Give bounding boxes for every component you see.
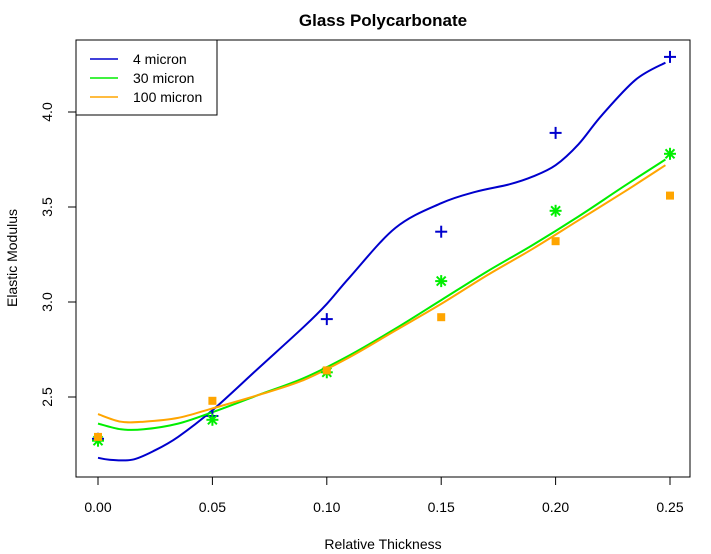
- data-point-30-micron: [435, 275, 448, 288]
- series-line-30-micron: [97, 158, 666, 432]
- series-line-100-micron: [97, 164, 666, 424]
- x-axis-label: Relative Thickness: [324, 536, 441, 552]
- y-axis-label: Elastic Modulus: [4, 209, 20, 307]
- chart-title: Glass Polycarbonate: [299, 11, 467, 30]
- x-tick-label: 0.15: [428, 499, 455, 515]
- legend: 4 micron 30 micron 100 micron: [75, 39, 218, 116]
- x-tick-label: 0.25: [656, 499, 683, 515]
- legend-label-100-micron: 100 micron: [133, 89, 202, 105]
- y-tick-label: 2.5: [39, 387, 55, 407]
- x-tick-label: 0.00: [84, 499, 111, 515]
- x-tick-label: 0.20: [542, 499, 569, 515]
- data-point-4-micron: [549, 126, 562, 139]
- star-marker-d2: [550, 205, 561, 217]
- data-point-30-micron: [664, 147, 676, 160]
- x-tick-label: 0.05: [199, 499, 226, 515]
- data-point-4-micron: [435, 225, 448, 238]
- star-marker-d2: [435, 275, 447, 287]
- data-point-4-micron: [664, 50, 676, 63]
- data-point-100-micron: [551, 237, 560, 246]
- data-point-30-micron: [206, 413, 219, 426]
- star-marker-d2: [664, 148, 676, 160]
- legend-label-30-micron: 30 micron: [133, 70, 194, 86]
- data-point-4-micron: [320, 313, 333, 326]
- y-tick-label: 4.0: [39, 102, 55, 122]
- y-tick-label: 3.5: [39, 197, 55, 217]
- star-marker-d2: [207, 414, 218, 426]
- y-tick-label: 3.0: [39, 292, 55, 312]
- series-line-4-micron: [97, 61, 666, 462]
- data-point-100-micron: [208, 396, 217, 405]
- data-point-100-micron: [94, 432, 102, 441]
- data-point-100-micron: [437, 313, 446, 322]
- data-point-100-micron: [666, 191, 674, 200]
- legend-label-4-micron: 4 micron: [133, 51, 187, 67]
- y-axis: 2.5 3.0 3.5 4.0: [39, 102, 77, 407]
- x-axis: 0.00 0.05 0.10 0.15 0.20 0.25: [84, 476, 684, 515]
- x-tick-label: 0.10: [313, 499, 340, 515]
- fitted-curves: [97, 61, 666, 462]
- data-point-100-micron: [322, 366, 331, 375]
- data-points: [92, 50, 676, 447]
- data-point-30-micron: [549, 204, 562, 217]
